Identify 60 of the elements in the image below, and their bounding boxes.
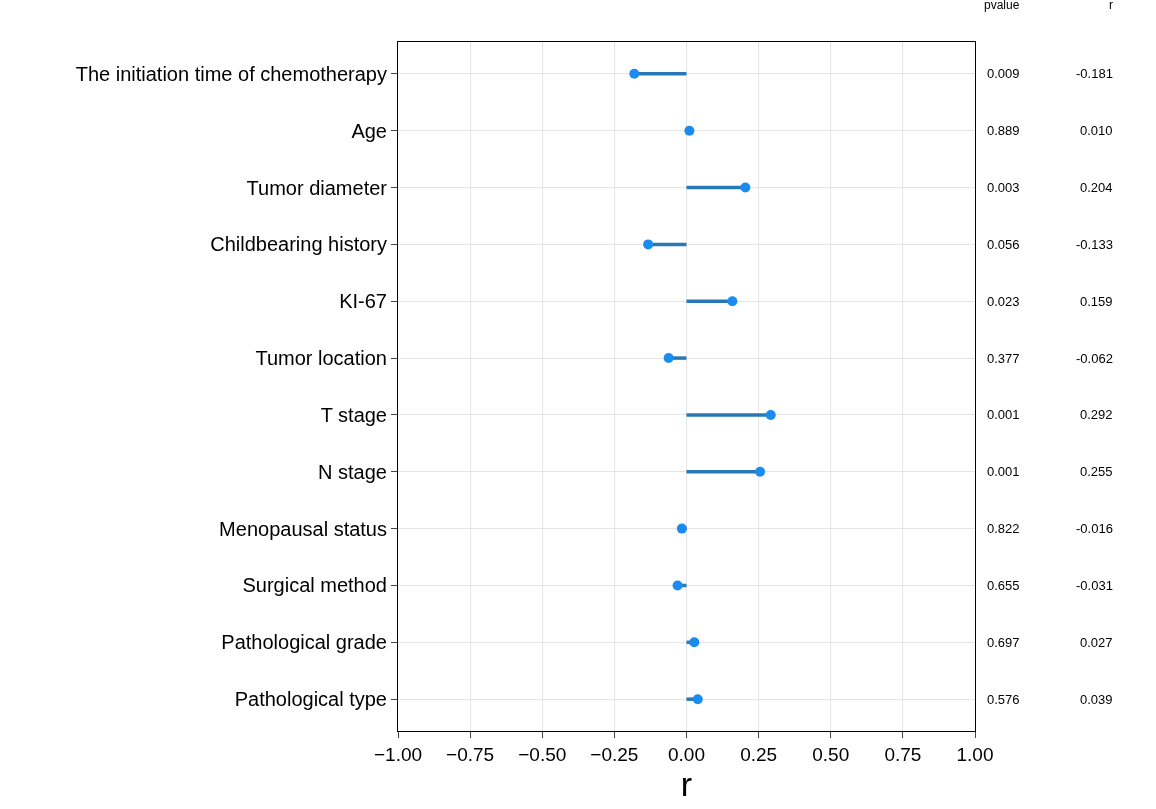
text: 0.377 xyxy=(987,351,1020,366)
data-label: -0.181 xyxy=(1076,66,1113,81)
x-tick-label: −0.75 xyxy=(446,743,495,765)
point xyxy=(676,523,687,534)
y-tick-label: Menopausal status xyxy=(219,517,387,540)
y-tick-label: Surgical method xyxy=(242,574,387,597)
x-tick-label: 0.00 xyxy=(668,743,705,765)
data-label: -0.062 xyxy=(1076,351,1113,366)
point xyxy=(684,125,695,136)
point xyxy=(663,353,674,364)
text: 0.697 xyxy=(987,635,1020,650)
y-tick-label: Pathological grade xyxy=(221,631,387,654)
data-label: 0.255 xyxy=(1080,464,1113,479)
text: 0.889 xyxy=(987,123,1020,138)
data-label: -0.016 xyxy=(1076,521,1113,536)
y-tick-label: T stage xyxy=(320,403,387,426)
text: r xyxy=(1109,0,1113,12)
y-tick-label: Pathological type xyxy=(234,688,387,711)
data-label: 0.159 xyxy=(1080,294,1113,309)
point xyxy=(755,466,766,477)
y-tick-label: KI-67 xyxy=(339,290,387,313)
point xyxy=(740,182,751,193)
x-tick-label: −0.50 xyxy=(518,743,567,765)
data-label: 0.292 xyxy=(1080,407,1113,422)
text: pvalue xyxy=(984,0,1020,12)
point xyxy=(692,694,703,705)
data-label: 0.010 xyxy=(1080,123,1113,138)
y-tick-label: Childbearing history xyxy=(210,233,387,256)
point xyxy=(629,68,640,79)
x-tick-label: 0.75 xyxy=(884,743,922,765)
y-tick-label: The initiation time of chemotherapy xyxy=(75,62,387,85)
y-tick-label: N stage xyxy=(318,460,387,483)
y-tick-label: Tumor diameter xyxy=(246,176,388,199)
x-tick-label: 0.50 xyxy=(812,743,850,765)
text: 0.001 xyxy=(987,464,1020,479)
y-tick-label: Tumor location xyxy=(255,347,387,370)
x-axis-title: r xyxy=(680,764,693,803)
data-label: 0.027 xyxy=(1080,635,1113,650)
text: 0.822 xyxy=(987,521,1020,536)
point xyxy=(727,296,738,307)
x-tick-label: 0.25 xyxy=(740,743,778,765)
x-tick-label: −0.25 xyxy=(590,743,639,765)
text: 0.003 xyxy=(987,180,1020,195)
data-label: -0.031 xyxy=(1076,578,1113,593)
text: 0.655 xyxy=(987,578,1020,593)
point xyxy=(672,580,683,591)
y-tick-label: Age xyxy=(351,119,387,142)
point xyxy=(765,409,776,420)
point xyxy=(643,239,654,250)
text: 0.023 xyxy=(987,294,1020,309)
x-tick-label: 1.00 xyxy=(956,743,994,765)
data-label: 0.204 xyxy=(1080,180,1113,195)
data-label: 0.039 xyxy=(1080,692,1113,707)
point xyxy=(689,637,700,648)
text: 0.056 xyxy=(987,237,1020,252)
data-label: -0.133 xyxy=(1076,237,1113,252)
x-tick-label: −1.00 xyxy=(373,743,423,765)
text: 0.576 xyxy=(987,692,1020,707)
text: 0.009 xyxy=(987,66,1020,81)
text: 0.001 xyxy=(987,407,1020,422)
